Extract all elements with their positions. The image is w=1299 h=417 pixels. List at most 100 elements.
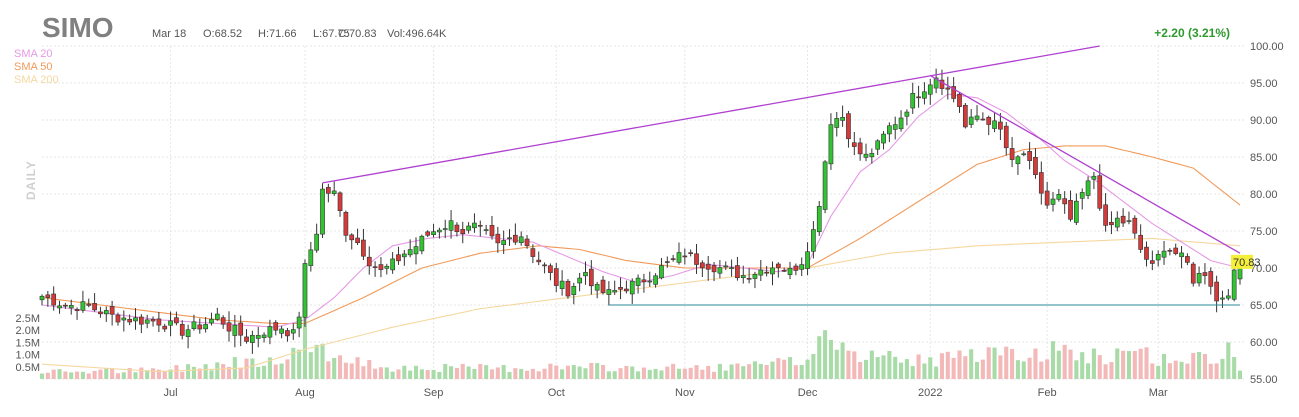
candle-down	[1038, 172, 1044, 194]
candle-down	[998, 121, 1003, 130]
volume-bar-up	[834, 349, 839, 379]
volume-bar-up	[1021, 361, 1026, 379]
candle-down	[524, 238, 530, 246]
candle-down	[1202, 272, 1208, 276]
candle-down	[600, 279, 606, 293]
trendline-falling	[929, 75, 1241, 254]
candle-up	[1161, 250, 1167, 258]
volume-bar-down	[764, 364, 769, 379]
candle-down	[109, 306, 115, 315]
candle-down	[1167, 250, 1173, 252]
volume-bar-up	[57, 369, 62, 379]
volume-bar-up	[1237, 370, 1243, 379]
volume-bar-down	[1068, 349, 1073, 379]
candle-down	[63, 304, 68, 307]
volume-bar-down	[1010, 349, 1015, 379]
candle-down	[793, 265, 799, 271]
volume-bar-down	[530, 368, 535, 379]
volume-bar-up	[770, 361, 775, 379]
candle-up	[1056, 193, 1062, 200]
volume-bar-down	[963, 356, 968, 379]
volume-bar-up	[741, 366, 746, 379]
volume-bar-up	[302, 308, 308, 379]
volume-bar-up	[676, 368, 682, 379]
candle-down	[682, 255, 688, 258]
candle-up	[133, 317, 138, 322]
volume-bar-up	[752, 361, 758, 379]
trendline-upper-rising	[322, 45, 1100, 184]
candle-up	[250, 334, 255, 343]
date-tick-label: Dec	[798, 387, 818, 399]
volume-bar-up	[1226, 342, 1231, 379]
candle-down	[220, 317, 226, 325]
candle-up	[875, 140, 881, 150]
candle-down	[355, 237, 360, 243]
candle-up	[583, 272, 588, 277]
volume-bar-down	[565, 365, 570, 379]
volume-bar-down	[712, 371, 717, 379]
candle-up	[232, 324, 238, 336]
volume-bar-down	[1202, 354, 1207, 379]
price-tick-label: 70.00	[1250, 263, 1278, 275]
volume-bar-down	[548, 363, 553, 379]
volume-bar-down	[1138, 348, 1143, 379]
volume-bar-up	[1080, 352, 1085, 379]
candle-up	[922, 91, 927, 99]
volume-bar-down	[156, 369, 161, 379]
candle-up	[910, 92, 916, 109]
candle-up	[647, 280, 653, 283]
volume-bar-up	[449, 366, 454, 379]
candle-down	[945, 87, 951, 90]
volume-bar-down	[700, 369, 705, 379]
volume-bar-down	[1045, 359, 1050, 379]
volume-bar-up	[413, 365, 419, 379]
volume-bar-down	[641, 367, 646, 379]
header-change: +2.20 (3.21%)	[1154, 26, 1230, 40]
candle-down	[1149, 260, 1155, 264]
volume-bar-up	[636, 371, 641, 379]
candle-up	[121, 317, 127, 321]
candle-down	[588, 268, 594, 287]
volume-bar-up	[571, 365, 576, 379]
volume-bar-up	[256, 366, 261, 379]
candle-up	[828, 124, 834, 165]
date-tick-label: Jul	[164, 387, 178, 399]
candle-down	[115, 314, 121, 323]
volume-tick-label: 2.5M	[16, 313, 40, 325]
volume-bar-down	[858, 361, 863, 379]
price-tick-label: 85.00	[1250, 152, 1278, 164]
header-volume: Vol:496.64K	[387, 28, 447, 40]
volume-bar-up	[501, 365, 506, 379]
candle-down	[1062, 198, 1068, 205]
volume-bar-up	[308, 352, 313, 379]
volume-bar-up	[823, 330, 828, 379]
volume-bar-down	[1144, 347, 1149, 379]
date-tick-label: Sep	[424, 387, 444, 399]
volume-bar-down	[980, 359, 985, 379]
candle-up	[676, 252, 682, 263]
volume-bar-up	[186, 364, 191, 379]
volume-bar-down	[378, 367, 383, 379]
candle-down	[1033, 157, 1038, 175]
volume-bar-down	[524, 370, 530, 379]
candle-up	[1079, 192, 1085, 199]
volume-tick-label: 0.5M	[16, 362, 40, 374]
legend-sma20: SMA 20	[14, 48, 53, 60]
candle-up	[799, 264, 805, 270]
volume-bar-down	[998, 355, 1003, 379]
candle-up	[413, 246, 419, 255]
candle-down	[705, 263, 711, 270]
candle-up	[314, 233, 320, 251]
candle-down	[1132, 217, 1138, 234]
candle-down	[565, 280, 571, 297]
volume-bar-up	[863, 359, 869, 379]
candle-down	[542, 264, 547, 267]
candle-up	[466, 225, 471, 231]
sma50-line	[41, 145, 1241, 325]
volume-bar-up	[583, 368, 588, 379]
volume-bar-down	[45, 372, 50, 379]
candle-down	[641, 279, 647, 283]
volume-bars	[39, 308, 1243, 379]
volume-bar-down	[150, 368, 156, 379]
volume-bar-up	[507, 372, 512, 379]
